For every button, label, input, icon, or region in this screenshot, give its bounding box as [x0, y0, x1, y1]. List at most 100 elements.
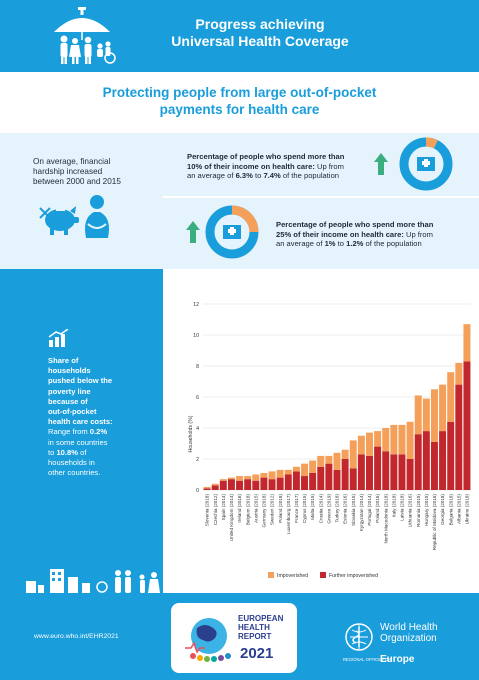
donut-share-arc [231, 205, 259, 233]
piggy-bank-icon [39, 206, 79, 235]
x-tick-label: Slovakia (2015) [351, 494, 356, 526]
share-line-3: pushed below the [48, 376, 113, 386]
stat-10-from: 6.3% [235, 171, 253, 181]
stat-10-percent-text: Percentage of people who spend more than… [187, 152, 367, 181]
stat-10-heading-2: 10% of their income on health care: [187, 161, 315, 171]
bar-impoverished [203, 486, 211, 489]
bar-impoverished [430, 389, 438, 442]
x-tick-label: Belgium (2018) [245, 494, 250, 526]
report-url-link[interactable]: www.euro.who.int/EHR2021 [34, 633, 119, 640]
share-line-7: health care costs: [48, 417, 113, 427]
bar-further-impoverished [284, 474, 292, 490]
who-region-label: Europe [380, 654, 415, 665]
x-tick-label: Albania (2015) [456, 494, 461, 524]
who-line-1: World Health [380, 622, 438, 633]
share-min: 0.2% [89, 427, 108, 437]
stat-10-avg-label: an average of [187, 171, 236, 181]
x-tick-label: France (2017) [294, 494, 299, 523]
bar-further-impoverished [325, 463, 333, 490]
chart-yticks: 0 2 4 6 8 10 12 [193, 302, 199, 494]
bar-further-impoverished [268, 479, 276, 490]
hardship-panel [0, 133, 479, 269]
x-tick-label: Bulgaria (2018) [448, 494, 453, 526]
x-tick-label: Greece (2019) [326, 494, 331, 524]
hospital-cross-h [422, 161, 430, 165]
bar-impoverished [463, 324, 471, 362]
x-tick-label: Slovenia (2018) [205, 494, 210, 527]
stat-10-connector: Up from [314, 161, 344, 171]
bar-further-impoverished [244, 479, 252, 490]
bar-further-impoverished [309, 472, 317, 490]
hardship-text: On average, financial hardship increased… [33, 157, 151, 187]
y-tick-label: 4 [196, 426, 199, 432]
bar-further-impoverished [349, 468, 357, 490]
bar-further-impoverished [374, 446, 382, 490]
x-tick-label: Cyprus (2015) [302, 494, 307, 524]
y-tick-label: 6 [196, 395, 199, 401]
bar-impoverished [447, 372, 455, 422]
x-tick-label: Austria (2015) [253, 494, 258, 523]
bar-further-impoverished [390, 454, 398, 490]
bar-impoverished [227, 477, 235, 480]
bar-impoverished [292, 466, 300, 472]
bar-further-impoverished [455, 384, 463, 490]
bar-impoverished [260, 472, 268, 478]
bar-further-impoverished [414, 434, 422, 490]
x-tick-label: Kyrgyzstan (2014) [359, 494, 364, 532]
bar-impoverished [390, 424, 398, 455]
bar-impoverished [325, 455, 333, 464]
bar-impoverished [398, 424, 406, 455]
bar-impoverished [365, 432, 373, 456]
bar-impoverished [333, 452, 341, 470]
x-tick-label: United Kingdom (2014) [229, 494, 234, 542]
bar-further-impoverished [252, 480, 260, 490]
page-title: Progress achieving Universal Health Cove… [150, 16, 370, 50]
section-subtitle: Protecting people from large out-of-pock… [0, 84, 479, 118]
bar-further-impoverished [260, 477, 268, 490]
subtitle-line-1: Protecting people from large out-of-pock… [102, 85, 377, 100]
share-range-d: of [78, 447, 87, 457]
share-line-1: Share of [48, 356, 79, 365]
bar-further-impoverished [463, 361, 471, 490]
stat-10-tail: of the population [280, 171, 340, 181]
bar-further-impoverished [276, 477, 284, 490]
panel-divider [163, 196, 479, 198]
x-tick-label: Poland (2018) [278, 494, 283, 523]
bar-impoverished [268, 471, 276, 480]
bar-impoverished [439, 384, 447, 432]
stat-10-to-word: to [252, 171, 264, 181]
y-tick-label: 8 [196, 364, 199, 370]
bar-further-impoverished [365, 455, 373, 490]
bar-further-impoverished [406, 459, 414, 490]
y-tick-label: 0 [196, 488, 199, 494]
bar-impoverished [317, 455, 325, 467]
bar-further-impoverished [219, 480, 227, 490]
europe-globe-icon [185, 618, 231, 662]
share-range-label: Range from [48, 427, 90, 437]
hospital-cross-h [228, 229, 236, 233]
share-text: Share of households pushed below the pov… [48, 356, 156, 478]
x-tick-label: Hungary (2015) [424, 494, 429, 526]
title-line-2: Universal Health Coverage [171, 33, 349, 49]
bar-further-impoverished [333, 469, 341, 490]
stat-10-heading: Percentage of people who spend more than [187, 152, 345, 161]
stat-25-heading-2: 25% of their income on health care: [276, 229, 404, 239]
share-range-f: other countries. [48, 468, 101, 478]
bar-impoverished [211, 483, 219, 486]
stat-25-from: 1% [324, 239, 336, 249]
chart-legend: Impoverished Further impoverished [268, 572, 378, 579]
share-max: 10.8% [56, 447, 78, 457]
x-tick-label: Ireland (2016) [237, 494, 242, 523]
who-line-2: Organization [380, 632, 437, 644]
subtitle-line-2: payments for health care [159, 102, 320, 117]
bar-impoverished [244, 476, 252, 480]
x-tick-label: Portugal (2014) [367, 494, 372, 526]
x-tick-label: Latvia (2018) [400, 494, 405, 521]
legend-swatch [268, 572, 274, 578]
hardship-line-2: hardship increased [33, 167, 103, 176]
bar-further-impoverished [301, 476, 309, 490]
bar-impoverished [349, 440, 357, 469]
bar-further-impoverished [382, 451, 390, 490]
bar-impoverished [341, 449, 349, 459]
x-tick-label: Italy (2018) [391, 494, 396, 517]
